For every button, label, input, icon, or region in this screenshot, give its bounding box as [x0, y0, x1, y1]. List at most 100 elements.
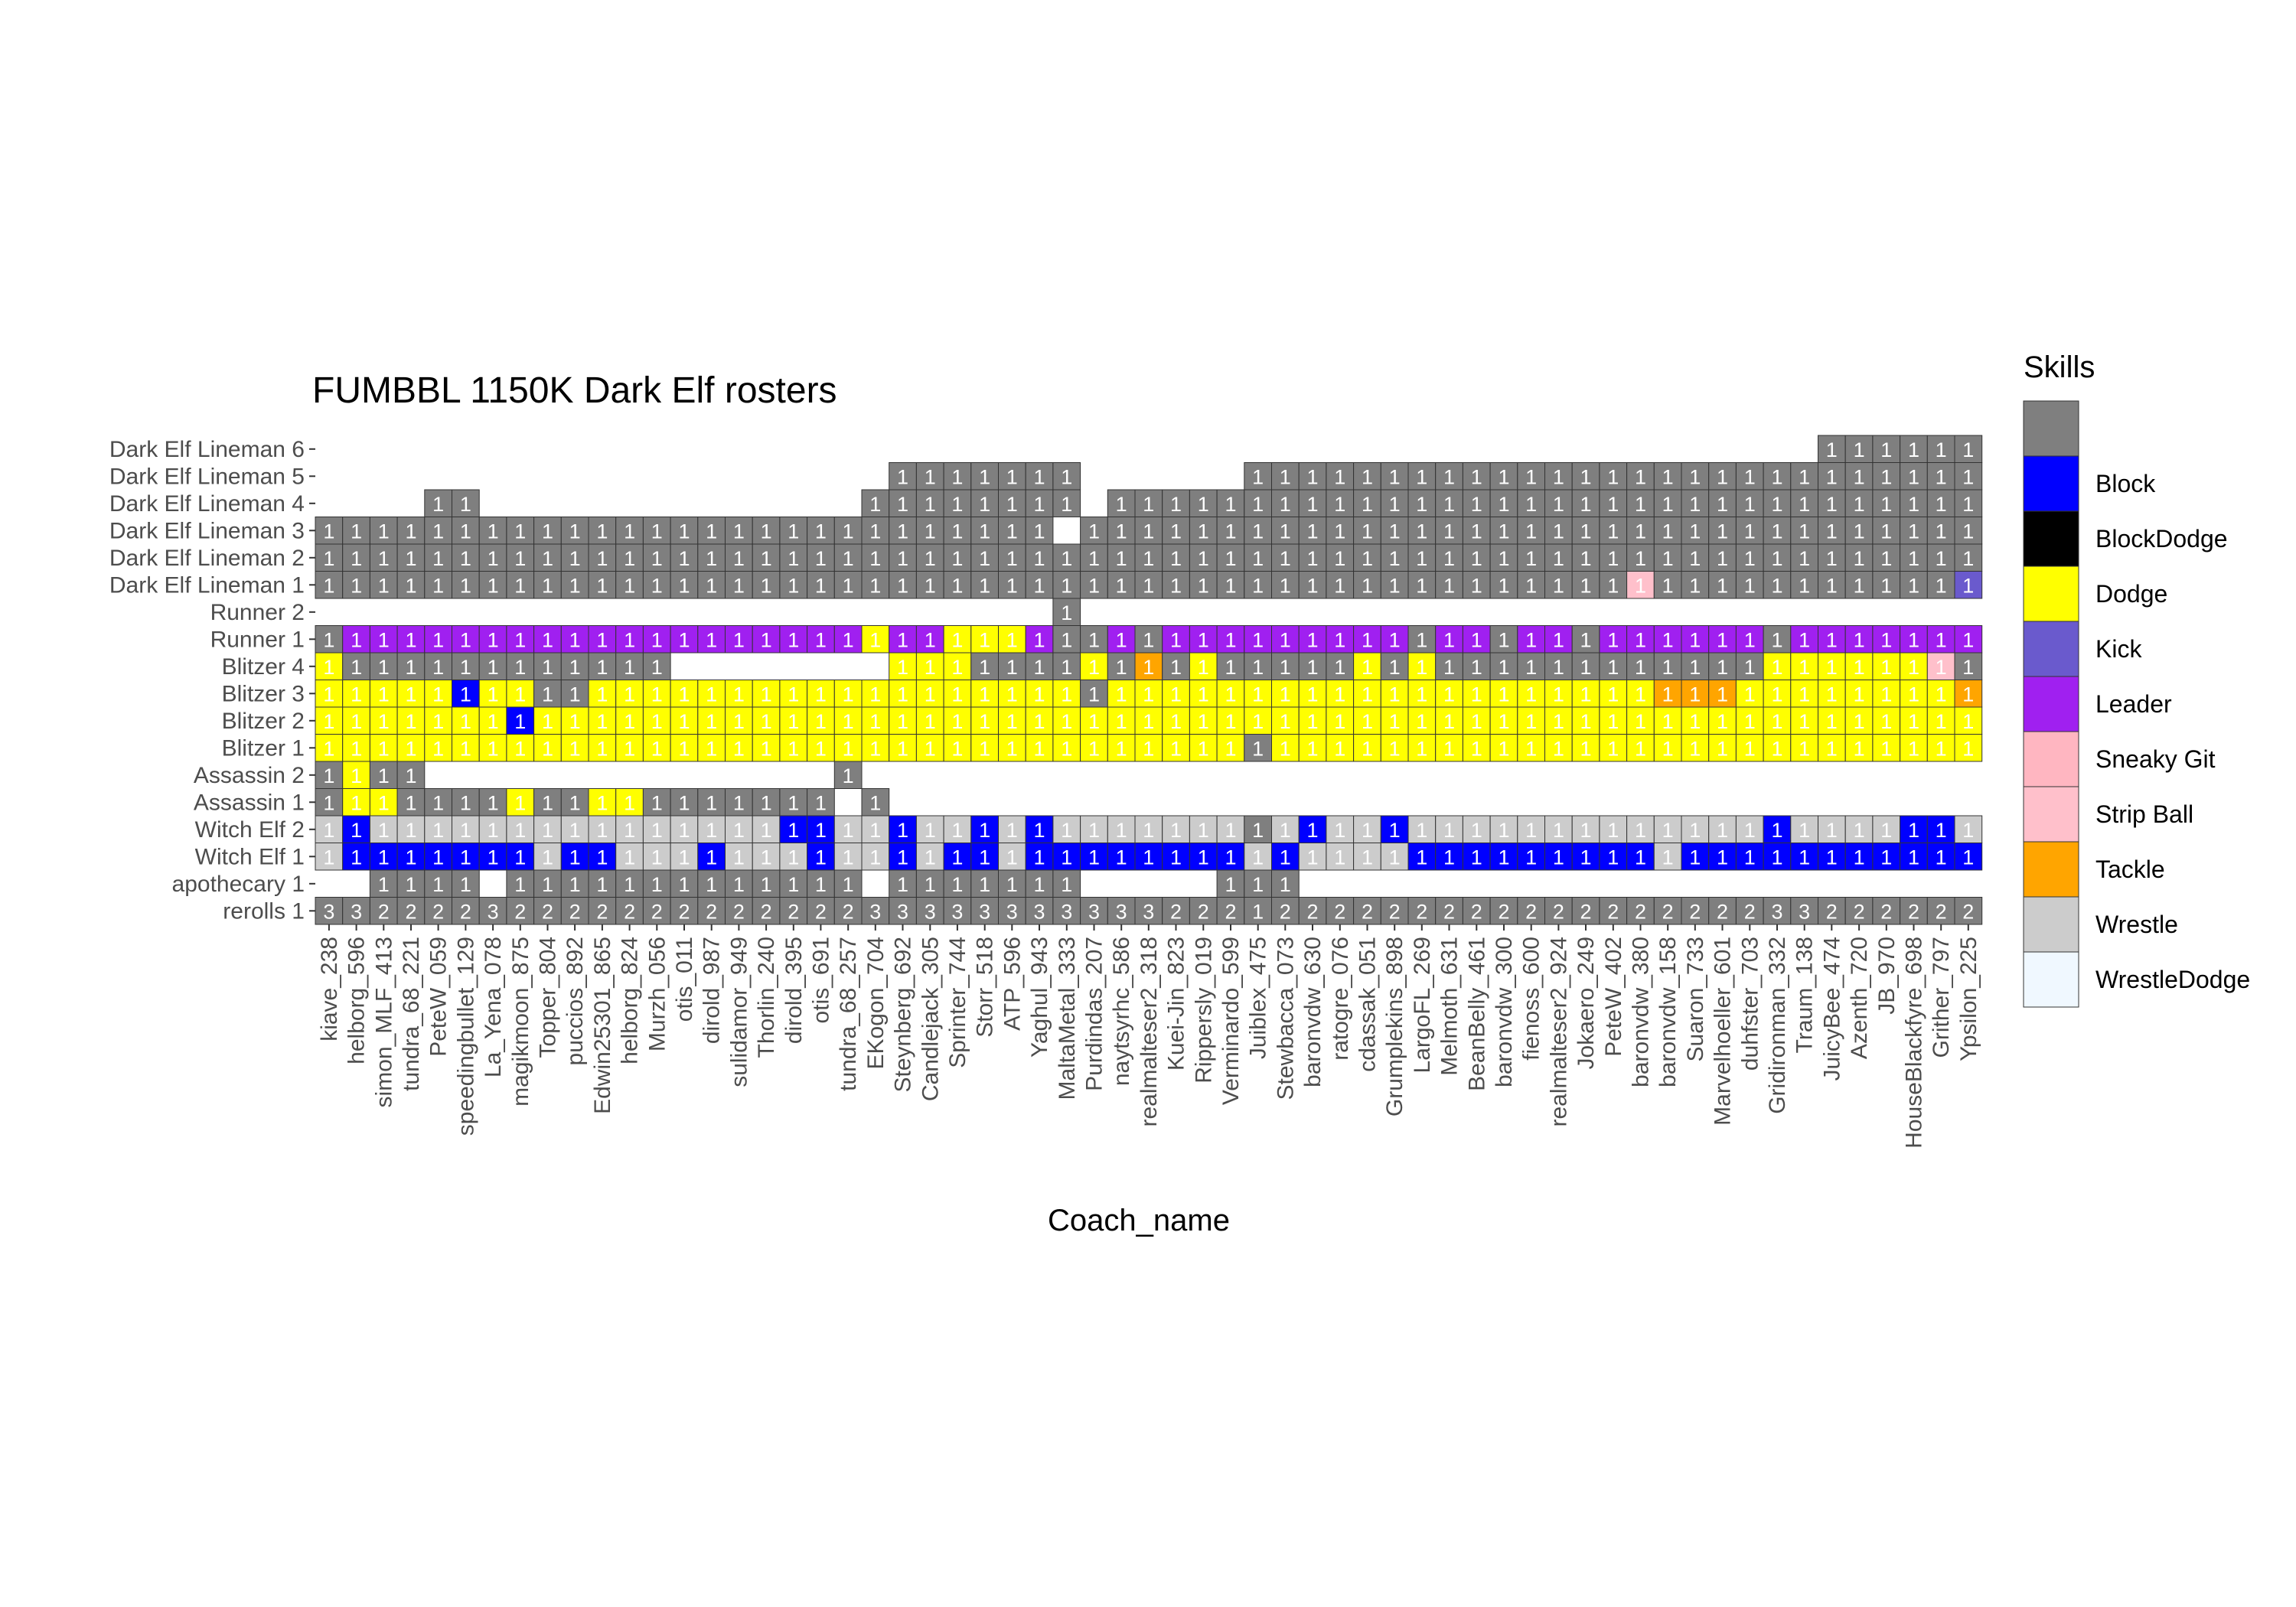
heatmap-cell — [1818, 734, 1846, 762]
heatmap-cell — [861, 706, 890, 735]
cell-label: 1 — [405, 819, 416, 842]
cell-label: 1 — [1198, 574, 1209, 597]
heatmap-cell — [1080, 571, 1108, 599]
heatmap-cell — [1326, 517, 1355, 545]
x-tick-label: BeanBelly_461 — [1464, 937, 1489, 1091]
x-tick-label: Gridironman_332 — [1765, 937, 1790, 1114]
cell-label: 2 — [569, 900, 581, 923]
x-tick-label: Candlejack_305 — [918, 937, 943, 1101]
heatmap-cell — [1244, 462, 1273, 491]
cell-label: 1 — [1362, 656, 1373, 679]
cell-label: 1 — [1525, 628, 1537, 651]
cell-label: 1 — [1006, 493, 1018, 516]
heatmap-cell — [697, 897, 726, 925]
heatmap-cell — [315, 788, 344, 817]
cell-label: 1 — [1443, 628, 1455, 651]
x-tick-label: Stewbacca_073 — [1273, 937, 1298, 1100]
heatmap-cell — [506, 869, 535, 898]
cell-label: 1 — [1744, 574, 1756, 597]
heatmap-cell — [1599, 734, 1628, 762]
cell-label: 1 — [1143, 819, 1154, 842]
cell-label: 1 — [1580, 493, 1591, 516]
cell-label: 1 — [1662, 819, 1674, 842]
cell-label: 1 — [1689, 710, 1701, 733]
heatmap-cell — [1599, 706, 1628, 735]
heatmap-cell — [1489, 652, 1518, 680]
cell-label: 1 — [897, 710, 908, 733]
heatmap-cell — [1298, 625, 1327, 654]
cell-label: 1 — [651, 737, 663, 760]
cell-label: 1 — [1362, 710, 1373, 733]
heatmap-cell — [1517, 897, 1546, 925]
heatmap-cell — [1681, 815, 1710, 843]
cell-label: 1 — [1198, 737, 1209, 760]
heatmap-cell — [1626, 462, 1655, 491]
cell-label: 1 — [1252, 493, 1264, 516]
cell-label: 1 — [1306, 737, 1318, 760]
cell-label: 1 — [542, 656, 553, 679]
heatmap-cell — [1844, 815, 1874, 843]
heatmap-cell — [1544, 571, 1573, 599]
heatmap-cell — [752, 517, 781, 545]
heatmap-cell — [1489, 843, 1518, 871]
cell-label: 1 — [1580, 819, 1591, 842]
cell-label: 1 — [651, 710, 663, 733]
cell-label: 1 — [1908, 819, 1919, 842]
heatmap-cell — [1599, 462, 1628, 491]
cell-label: 1 — [1471, 656, 1482, 679]
cell-label: 1 — [1662, 656, 1674, 679]
cell-label: 1 — [843, 873, 854, 896]
heatmap-cell — [1544, 734, 1573, 762]
cell-label: 1 — [1061, 601, 1072, 624]
cell-label: 1 — [1689, 465, 1701, 488]
heatmap-cell — [1790, 543, 1819, 572]
cell-label: 1 — [569, 574, 581, 597]
cell-label: 1 — [1936, 465, 1947, 488]
cell-label: 1 — [1143, 710, 1154, 733]
heatmap-cell — [1052, 897, 1081, 925]
heatmap-cell — [833, 843, 863, 871]
cell-label: 1 — [1936, 438, 1947, 461]
cell-label: 1 — [678, 791, 690, 814]
heatmap-cell — [1134, 652, 1163, 680]
cell-label: 1 — [1689, 846, 1701, 869]
heatmap-cell — [1271, 571, 1300, 599]
cell-label: 1 — [1525, 710, 1537, 733]
heatmap-cell — [506, 815, 535, 843]
y-tick-label: Dark Elf Lineman 3 — [109, 518, 305, 543]
cell-label: 2 — [678, 900, 690, 923]
cell-label: 1 — [651, 628, 663, 651]
x-tick-label: baronvdw_380 — [1629, 937, 1654, 1087]
cell-label: 1 — [1280, 547, 1291, 570]
heatmap-cell — [1489, 571, 1518, 599]
x-tick-label: dirold_395 — [781, 937, 807, 1044]
x-tick-label: Traum_138 — [1792, 937, 1818, 1053]
y-tick-label: Witch Elf 2 — [195, 817, 305, 843]
heatmap-cell — [588, 869, 617, 898]
heatmap-cell — [642, 571, 671, 599]
heatmap-cell — [424, 815, 452, 843]
cell-label: 1 — [1744, 493, 1756, 516]
heatmap-cell — [1244, 815, 1273, 843]
cell-label: 1 — [514, 819, 526, 842]
x-tick-label: Thorlin_240 — [754, 937, 779, 1058]
cell-label: 1 — [951, 628, 963, 651]
heatmap-cell — [889, 517, 917, 545]
heatmap-cell — [1517, 625, 1546, 654]
cell-label: 1 — [1799, 656, 1810, 679]
cell-label: 2 — [1362, 900, 1373, 923]
cell-label: 1 — [761, 873, 772, 896]
heatmap-cell — [1544, 843, 1573, 871]
heatmap-cell — [1626, 489, 1655, 517]
heatmap-cell — [1107, 680, 1136, 708]
heatmap-cell — [1025, 652, 1054, 680]
cell-label: 1 — [1580, 547, 1591, 570]
cell-label: 2 — [1635, 900, 1646, 923]
cell-label: 1 — [1334, 846, 1345, 869]
heatmap-cell — [807, 869, 835, 898]
cell-label: 1 — [1443, 465, 1455, 488]
cell-label: 1 — [979, 683, 990, 706]
cell-label: 1 — [514, 737, 526, 760]
heatmap-cell — [833, 761, 863, 789]
cell-label: 1 — [1088, 846, 1100, 869]
